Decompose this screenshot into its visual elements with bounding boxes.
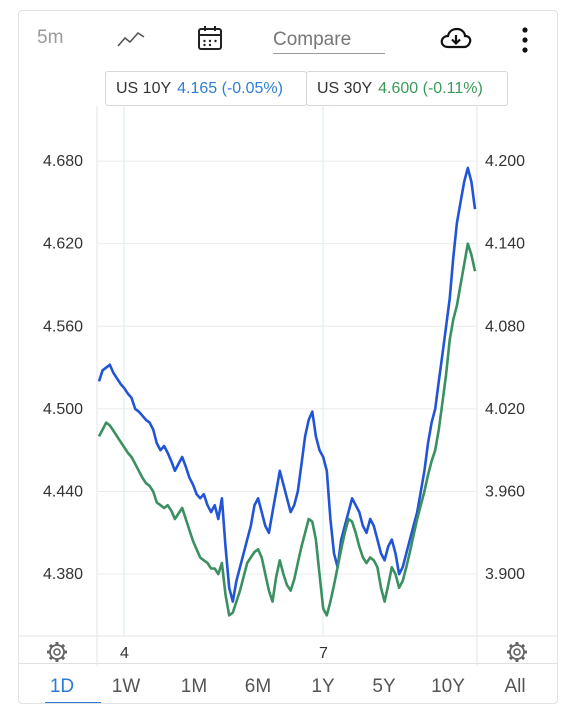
legend-us10y: US 10Y 4.165 (-0.05%) — [105, 71, 307, 106]
active-range-indicator — [45, 702, 101, 703]
gear-icon[interactable] — [507, 642, 527, 662]
range-1y[interactable]: 1Y — [311, 676, 335, 697]
range-6m[interactable]: 6M — [244, 676, 272, 697]
left-tick-label: 4.680 — [43, 153, 83, 170]
compare-input[interactable]: Compare — [273, 27, 385, 54]
series-line-us-30y — [97, 242, 477, 617]
cloud-download-icon[interactable] — [439, 25, 473, 53]
legend-us30y: US 30Y 4.600 (-0.11%) — [306, 71, 508, 106]
right-tick-label: 4.080 — [485, 318, 525, 335]
right-tick-label: 4.200 — [485, 153, 525, 170]
calendar-icon[interactable] — [195, 23, 225, 53]
range-all[interactable]: All — [504, 676, 526, 697]
left-tick-label: 4.440 — [43, 483, 83, 500]
left-tick-label: 4.560 — [43, 318, 83, 335]
gear-icon[interactable] — [47, 642, 67, 662]
chart-card: 5m Compare — [18, 10, 558, 704]
x-tick-label: 4 — [120, 645, 129, 662]
left-tick-label: 4.500 — [43, 401, 83, 418]
x-tick-label: 7 — [319, 645, 328, 662]
range-5y[interactable]: 5Y — [372, 676, 396, 697]
legend-series-value: 4.165 (-0.05%) — [177, 79, 283, 97]
right-tick-label: 4.140 — [485, 236, 525, 253]
line-chart-icon[interactable] — [115, 25, 147, 53]
right-tick-label: 3.900 — [485, 566, 525, 583]
interval-selector[interactable]: 5m — [37, 27, 64, 48]
more-vertical-icon[interactable] — [517, 25, 533, 55]
price-chart[interactable]: 4.680 4.620 4.560 4.500 4.440 4.380 4.200 4.140… — [19, 106, 557, 666]
range-selector: 1D 1W 1M 6M 1Y 5Y 10Y All — [19, 663, 557, 703]
left-tick-label: 4.620 — [43, 236, 83, 253]
range-10y[interactable]: 10Y — [431, 676, 465, 697]
left-tick-label: 4.380 — [43, 566, 83, 583]
range-1d[interactable]: 1D — [49, 676, 75, 697]
range-1w[interactable]: 1W — [111, 676, 141, 697]
range-1m[interactable]: 1M — [180, 676, 208, 697]
legend-series-name: US 10Y — [116, 79, 172, 97]
right-tick-label: 4.020 — [485, 401, 525, 418]
legend-series-value: 4.600 (-0.11%) — [378, 79, 483, 97]
series-line-us-10y — [97, 166, 477, 603]
right-tick-label: 3.960 — [485, 483, 525, 500]
legend-series-name: US 30Y — [317, 79, 373, 97]
chart-toolbar: 5m Compare — [19, 11, 557, 69]
